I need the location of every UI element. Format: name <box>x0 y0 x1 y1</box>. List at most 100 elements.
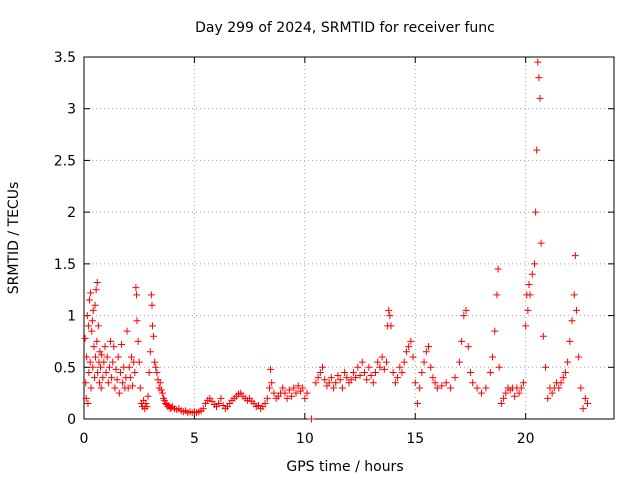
data-point <box>84 399 92 407</box>
data-point <box>536 94 544 102</box>
data-point <box>152 363 160 371</box>
data-point <box>455 358 463 366</box>
data-point <box>81 334 89 342</box>
data-point <box>413 399 421 407</box>
data-point <box>261 399 269 407</box>
data-point <box>469 379 477 387</box>
data-point <box>99 374 107 382</box>
data-point <box>494 265 502 273</box>
data-point <box>360 368 368 376</box>
data-point <box>107 337 114 345</box>
data-point <box>102 368 110 376</box>
data-point <box>577 384 585 392</box>
data-point <box>584 399 591 407</box>
data-point <box>112 365 120 373</box>
data-point <box>356 372 364 380</box>
data-point <box>548 389 556 397</box>
data-point <box>442 379 450 387</box>
data-point <box>537 239 545 247</box>
data-point <box>100 358 108 366</box>
data-point <box>557 379 565 387</box>
data-point <box>327 374 335 382</box>
data-point <box>402 348 410 356</box>
data-point <box>462 306 470 314</box>
data-point <box>86 358 94 366</box>
data-point <box>568 317 576 325</box>
data-point <box>133 317 141 325</box>
data-point <box>343 374 351 382</box>
data-point <box>95 379 103 387</box>
data-point <box>91 301 99 309</box>
data-point <box>330 384 338 392</box>
data-point <box>526 291 534 299</box>
data-point <box>147 291 155 299</box>
data-points <box>81 58 591 423</box>
y-tick-label: 0.5 <box>54 360 76 376</box>
data-point <box>93 278 101 286</box>
data-point <box>525 281 533 289</box>
data-point <box>422 348 430 356</box>
data-point <box>83 312 91 320</box>
data-point <box>332 379 340 387</box>
data-point <box>93 337 101 345</box>
data-point <box>394 374 402 382</box>
data-point <box>407 337 415 345</box>
data-point <box>307 415 315 423</box>
data-point <box>145 368 153 376</box>
data-point <box>267 365 275 373</box>
data-point <box>129 382 137 390</box>
data-point <box>156 379 164 387</box>
data-point <box>522 322 530 330</box>
data-point <box>114 353 122 361</box>
data-point <box>570 291 578 299</box>
data-point <box>533 146 541 154</box>
data-point <box>84 322 92 330</box>
x-tick-label: 20 <box>517 431 535 447</box>
y-tick-label: 0 <box>67 412 76 428</box>
data-point <box>148 322 156 330</box>
data-point <box>559 374 567 382</box>
data-point <box>283 394 291 402</box>
data-point <box>281 389 289 397</box>
data-point <box>369 379 377 387</box>
data-point <box>124 384 132 392</box>
data-point <box>396 363 404 371</box>
data-point <box>292 389 300 397</box>
data-point <box>217 394 225 402</box>
data-point <box>161 396 169 404</box>
data-point <box>380 365 388 373</box>
data-point <box>524 306 532 314</box>
data-point <box>447 384 455 392</box>
data-point <box>268 379 276 387</box>
data-point <box>431 379 439 387</box>
data-point <box>378 353 386 361</box>
data-point <box>500 394 508 402</box>
data-point <box>82 379 90 387</box>
data-point <box>491 327 499 335</box>
data-point <box>91 353 99 361</box>
x-axis-label: GPS time / hours <box>286 459 403 475</box>
y-tick-label: 3 <box>67 102 76 118</box>
data-point <box>301 394 309 402</box>
data-point <box>87 289 95 297</box>
data-point <box>290 384 298 392</box>
data-point <box>400 358 408 366</box>
data-point <box>581 394 589 402</box>
data-point <box>89 306 97 314</box>
data-point <box>97 384 105 392</box>
data-point <box>579 405 587 413</box>
data-point <box>82 394 90 402</box>
data-point <box>429 374 437 382</box>
data-point <box>105 363 113 371</box>
data-point <box>151 358 159 366</box>
data-point <box>372 368 379 376</box>
data-point <box>418 368 426 376</box>
data-point <box>83 353 91 361</box>
data-point <box>572 306 580 314</box>
data-point <box>528 270 536 278</box>
data-point <box>279 384 287 392</box>
data-point <box>104 379 112 387</box>
data-point <box>473 384 481 392</box>
data-point <box>482 384 490 392</box>
